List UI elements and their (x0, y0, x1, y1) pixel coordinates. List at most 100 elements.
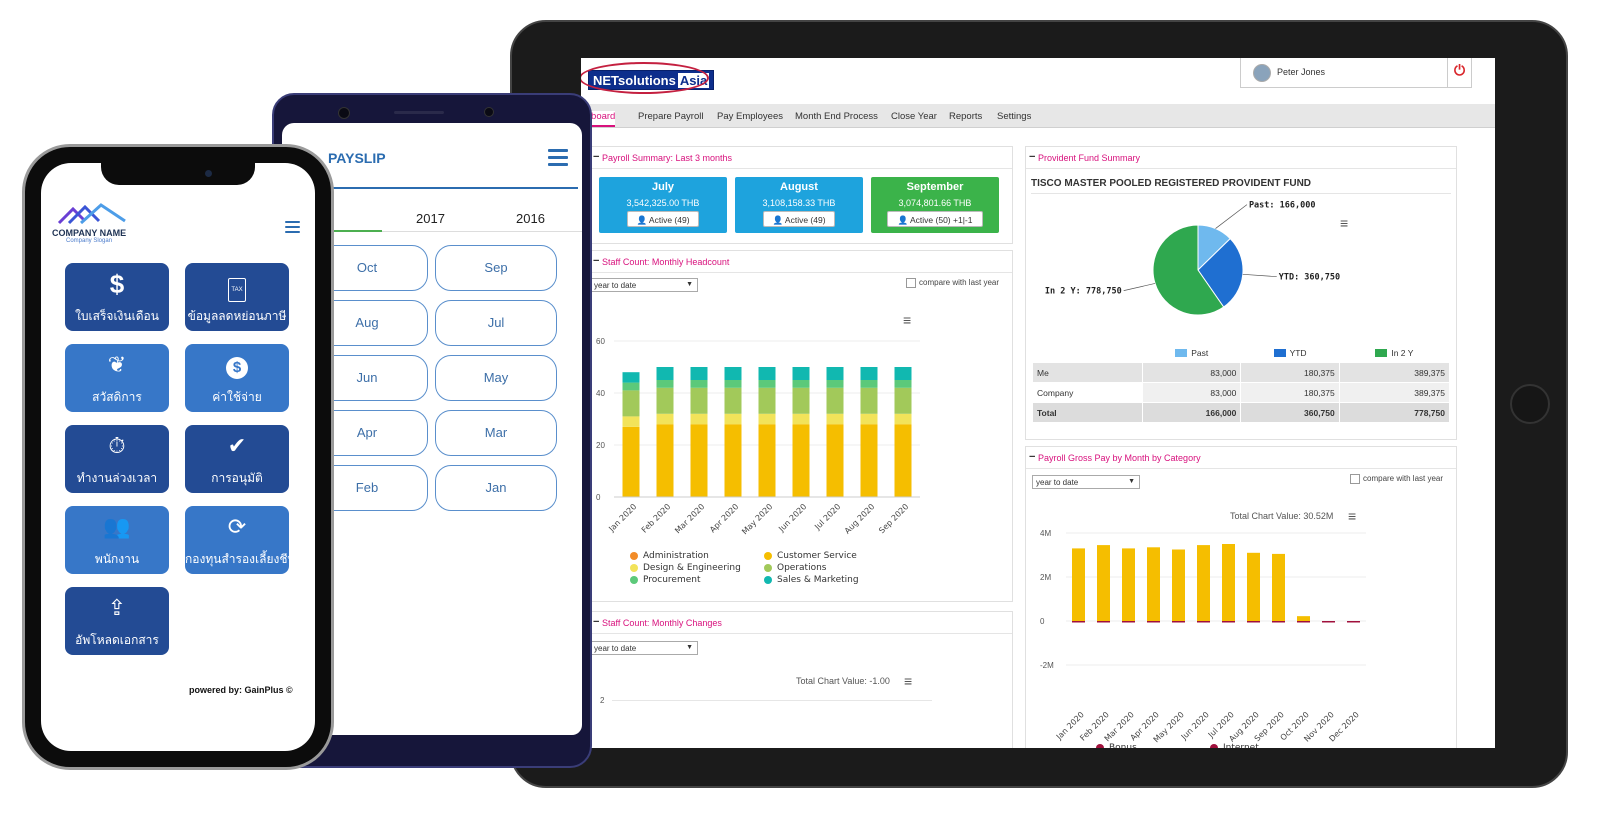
legend-item[interactable]: Sales & Marketing (764, 575, 859, 585)
compare-checkbox[interactable]: compare with last year (1350, 474, 1443, 484)
month-button-mar[interactable]: Mar (435, 410, 557, 456)
hamburger-menu-icon[interactable] (285, 221, 300, 236)
month-button-may[interactable]: May (435, 355, 557, 401)
legend-item[interactable]: Internet (1210, 743, 1259, 748)
monthly-changes-panel: − Staff Count: Monthly Changes year to d… (589, 611, 1013, 748)
collapse-icon[interactable]: − (593, 616, 600, 628)
logo-ring (581, 62, 709, 94)
tablet-screen: NETsolutions Asia Peter Jones ⏻ shboard P… (581, 58, 1495, 748)
y-tick-label: 2 (600, 696, 605, 705)
tile-label: พนักงาน (94, 552, 140, 566)
collapse-icon[interactable]: − (1029, 151, 1036, 163)
legend-item[interactable]: Bonus (1096, 743, 1137, 748)
bar-baseline-segment (1222, 621, 1235, 623)
badge-text: Active (50) +1|-1 (910, 215, 973, 225)
nav-reports[interactable]: Reports (949, 111, 983, 122)
compare-checkbox[interactable]: compare with last year (906, 278, 999, 288)
summary-card-august[interactable]: August 3,108,158.33 THB 👤 Active (49) (735, 177, 863, 233)
hamburger-menu-icon[interactable] (548, 149, 568, 170)
bar-segment (860, 367, 878, 380)
bar-segment (792, 367, 810, 380)
user-box[interactable]: Peter Jones ⏻ (1240, 58, 1472, 88)
tile-label: อัพโหลดเอกสาร (75, 633, 159, 647)
checkbox-box[interactable] (906, 278, 916, 288)
tile-label: สวัสดิการ (92, 390, 142, 404)
active-badge[interactable]: 👤 Active (50) +1|-1 (887, 211, 983, 227)
month-button-sep[interactable]: Sep (435, 245, 557, 291)
page-title: PAYSLIP (328, 150, 386, 166)
year-tab-2016[interactable]: 2016 (516, 211, 545, 226)
company-logo-icon (57, 203, 126, 225)
table-header-row: Past YTD In 2 Y (1032, 342, 1451, 363)
checkbox-box[interactable] (1350, 474, 1360, 484)
camera-icon (205, 170, 212, 177)
chart-menu-icon[interactable]: ≡ (1348, 508, 1357, 524)
chart-menu-icon[interactable]: ≡ (1340, 215, 1349, 231)
tile-employees[interactable]: 👥 พนักงาน (65, 506, 169, 574)
chart-menu-icon[interactable]: ≡ (903, 312, 912, 328)
collapse-icon[interactable]: − (1029, 451, 1036, 463)
power-icon[interactable]: ⏻ (1454, 62, 1466, 78)
nav-pay-employees[interactable]: Pay Employees (717, 111, 784, 122)
legend-label: Procurement (643, 575, 701, 585)
legend-item[interactable]: Customer Service (764, 551, 857, 561)
total-chart-value: Total Chart Value: 30.52M (1230, 511, 1334, 521)
tile-upload-documents[interactable]: ⇪ อัพโหลดเอกสาร (65, 587, 169, 655)
collapse-icon[interactable]: − (593, 255, 600, 267)
legend-item[interactable]: Operations (764, 563, 826, 573)
bar-segment (894, 380, 912, 388)
period-select[interactable]: year to date ▼ (1032, 475, 1140, 489)
menu-bar (548, 163, 568, 166)
cell-in2y: 389,375 (1338, 362, 1451, 383)
checkbox-label: compare with last year (1363, 474, 1444, 484)
bar-segment (758, 380, 776, 388)
tile-welfare[interactable]: ❦ สวัสดิการ (65, 344, 169, 412)
bar-segment (622, 382, 640, 391)
summary-card-september[interactable]: September 3,074,801.66 THB 👤 Active (50)… (871, 177, 999, 233)
legend-item[interactable]: Design & Engineering (630, 563, 741, 573)
bar-segment (690, 380, 708, 388)
bar (1147, 547, 1160, 621)
collapse-icon[interactable]: − (593, 151, 600, 163)
month-button-jul[interactable]: Jul (435, 300, 557, 346)
bar-segment (724, 424, 742, 497)
legend-item[interactable]: Administration (630, 551, 709, 561)
bar-segment (724, 380, 742, 388)
bar (1122, 548, 1135, 621)
tile-label: การอนุมัติ (211, 471, 263, 485)
nav-settings[interactable]: Settings (997, 111, 1032, 122)
table-header-in2y: In 2 Y (1338, 342, 1451, 363)
bar-segment (622, 372, 640, 383)
tile-approval[interactable]: ✔ การอนุมัติ (185, 425, 289, 493)
y-tick-label: 20 (596, 441, 605, 450)
nav-month-end-process[interactable]: Month End Process (795, 111, 878, 122)
year-tab-2017[interactable]: 2017 (416, 211, 445, 226)
tile-tax-deduction[interactable]: TAX ข้อมูลลดหย่อนภาษี (185, 263, 289, 331)
period-select[interactable]: year to date ▼ (590, 641, 698, 655)
tile-overtime[interactable]: ⏱ ทำงานล่วงเวลา (65, 425, 169, 493)
tablet-home-button[interactable] (1510, 384, 1550, 424)
legend-label: Customer Service (777, 551, 857, 561)
provident-fund-panel: − Provident Fund Summary TISCO MASTER PO… (1025, 146, 1457, 440)
nav-close-year[interactable]: Close Year (891, 111, 937, 122)
legend-item[interactable]: Procurement (630, 575, 701, 585)
active-badge[interactable]: 👤 Active (49) (627, 211, 699, 227)
summary-card-july[interactable]: July 3,542,325.00 THB 👤 Active (49) (599, 177, 727, 233)
bar-segment (826, 424, 844, 497)
month-button-jan[interactable]: Jan (435, 465, 557, 511)
cell-in2y: 778,750 (1338, 402, 1451, 423)
period-select[interactable]: year to date ▼ (590, 278, 698, 292)
tile-provident-fund[interactable]: ⟳ กองทุนสำรองเลี้ยงชีพ (185, 506, 289, 574)
tile-label: ค่าใช้จ่าย (212, 390, 262, 404)
chart-menu-icon[interactable]: ≡ (904, 673, 913, 689)
legend-swatch-past (1175, 349, 1188, 358)
x-tick-label: Mar 2020 (673, 502, 706, 535)
tile-expenses[interactable]: $ ค่าใช้จ่าย (185, 344, 289, 412)
tile-payslip[interactable]: $ ใบเสร็จเงินเดือน (65, 263, 169, 331)
nav-prepare-payroll[interactable]: Prepare Payroll (638, 111, 704, 122)
caret-down-icon: ▼ (686, 644, 693, 651)
active-badge[interactable]: 👤 Active (49) (763, 211, 835, 227)
phone-notch (101, 163, 255, 185)
bar-segment (724, 413, 742, 425)
summary-month: September (906, 181, 964, 193)
